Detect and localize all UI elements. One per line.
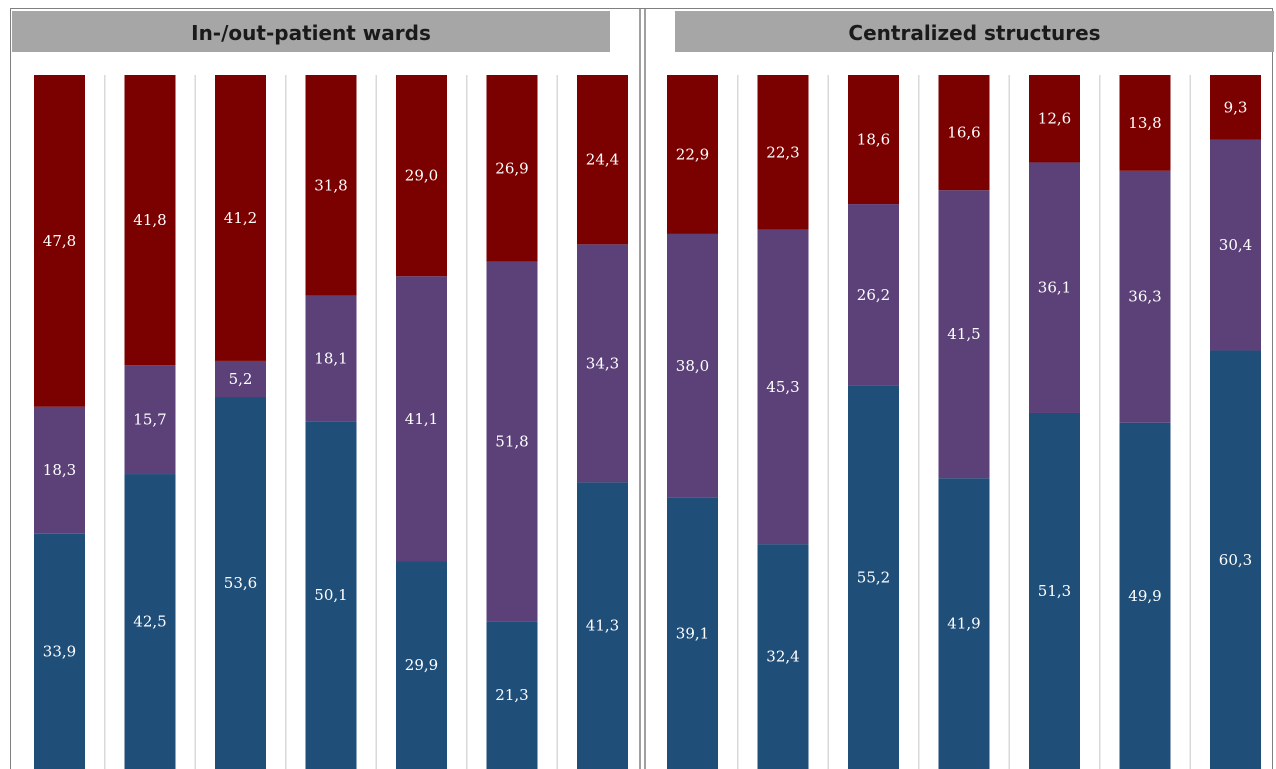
bar-segment-middle <box>34 406 85 534</box>
data-label: 26,9 <box>495 159 528 177</box>
data-label: 53,6 <box>224 574 257 592</box>
data-label: 29,0 <box>405 167 438 185</box>
bar-segment-top <box>667 75 718 234</box>
bar-segment-top <box>938 75 990 191</box>
data-label: 12,6 <box>1038 110 1071 128</box>
data-label: 5,2 <box>229 370 253 388</box>
data-label: 34,3 <box>586 354 619 372</box>
bar-segment-bottom <box>757 544 809 769</box>
data-label: 24,4 <box>586 151 619 169</box>
data-label: 41,3 <box>586 617 619 635</box>
bar-segment-middle <box>396 276 447 562</box>
bar-segment-top <box>757 75 809 230</box>
bar-segment-top <box>1210 75 1261 140</box>
data-label: 29,9 <box>405 656 438 674</box>
data-label: 22,9 <box>676 145 709 163</box>
data-label: 41,5 <box>947 325 980 343</box>
data-label: 60,3 <box>1219 551 1252 569</box>
bar-segment-bottom <box>215 397 266 769</box>
data-label: 18,3 <box>43 461 76 479</box>
bar-segment-top <box>396 75 447 277</box>
panel-header <box>12 11 610 52</box>
data-label: 18,1 <box>314 349 347 367</box>
data-label: 26,2 <box>857 286 890 304</box>
bar-segment-middle <box>1210 139 1261 351</box>
bar-segment-bottom <box>124 474 176 769</box>
bar-segment-top <box>486 75 538 262</box>
data-label: 33,9 <box>43 642 76 660</box>
bar-segment-bottom <box>1210 350 1261 769</box>
bar-segment-middle <box>938 190 990 479</box>
bar-segment-top <box>848 75 899 205</box>
data-label: 45,3 <box>766 378 799 396</box>
data-label: 22,3 <box>766 143 799 161</box>
data-label: 51,3 <box>1038 582 1071 600</box>
bar-segment-bottom <box>848 385 899 769</box>
data-label: 55,2 <box>857 568 890 586</box>
panel-2: Centralized structures 39,1 38,0 22,9 32,4 45… <box>667 11 1274 769</box>
bar-segment-bottom <box>486 621 538 769</box>
bar-segment-middle <box>486 261 538 622</box>
bar-segment-middle <box>1119 170 1171 423</box>
data-label: 18,6 <box>857 131 890 149</box>
data-label: 15,7 <box>133 411 166 429</box>
data-label: 47,8 <box>43 232 76 250</box>
bar-segment-top <box>34 75 85 407</box>
data-label: 36,3 <box>1128 288 1161 306</box>
bar-segment-middle <box>667 233 718 498</box>
data-label: 42,5 <box>133 613 166 631</box>
bar-segment-middle <box>757 229 809 545</box>
data-label: 36,1 <box>1038 279 1071 297</box>
bar-segment-bottom <box>667 497 718 769</box>
data-label: 38,0 <box>676 357 709 375</box>
bar-segment-middle <box>124 365 176 475</box>
data-label: 30,4 <box>1219 236 1252 254</box>
data-label: 49,9 <box>1128 587 1161 605</box>
bar-segment-middle <box>848 204 899 386</box>
bar-segment-bottom <box>577 482 628 769</box>
data-label: 41,1 <box>405 410 438 428</box>
bar-segment-bottom <box>396 561 447 769</box>
bar-segment-top <box>577 75 628 245</box>
chart-frame <box>10 8 1273 769</box>
data-label: 41,2 <box>224 209 257 227</box>
bar-segment-top <box>1029 75 1080 163</box>
bar-segment-top <box>124 75 176 366</box>
data-label: 50,1 <box>314 586 347 604</box>
data-label: 31,8 <box>314 176 347 194</box>
bar-segment-bottom <box>305 421 357 769</box>
data-label: 13,8 <box>1128 114 1161 132</box>
data-label: 9,3 <box>1224 98 1248 116</box>
data-label: 21,3 <box>495 686 528 704</box>
data-label: 41,9 <box>947 615 980 633</box>
bar-segment-bottom <box>1029 412 1080 769</box>
data-label: 39,1 <box>676 624 709 642</box>
panel-title: In-/out-patient wards <box>191 21 431 45</box>
panel-1: In-/out-patient wards 33,9 18,3 47,8 42,5 15,… <box>12 11 628 769</box>
bar-segment-middle <box>1029 162 1080 413</box>
bar-segment-middle <box>305 295 357 422</box>
panel-title: Centralized structures <box>848 21 1100 45</box>
bar-segment-bottom <box>34 533 85 769</box>
panel-header <box>675 11 1274 52</box>
bar-segment-middle <box>577 244 628 483</box>
bar-segment-top <box>305 75 357 296</box>
data-label: 16,6 <box>947 124 980 142</box>
bar-segment-middle <box>215 360 266 398</box>
bar-segment-top <box>1119 75 1171 171</box>
bar-segment-top <box>215 75 266 361</box>
bar-segment-bottom <box>938 478 990 769</box>
data-label: 41,8 <box>133 211 166 229</box>
data-label: 32,4 <box>766 648 799 666</box>
bar-segment-bottom <box>1119 422 1171 769</box>
data-label: 51,8 <box>495 432 528 450</box>
